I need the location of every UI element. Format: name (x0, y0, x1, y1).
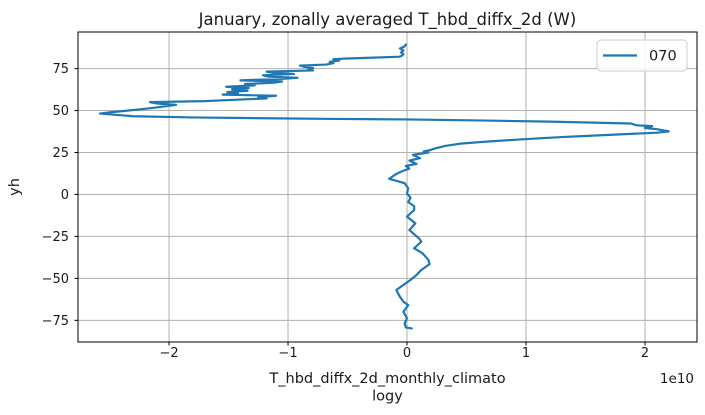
legend: 070 (596, 39, 688, 72)
y-tick-label-25: 25 (52, 146, 69, 161)
chart-title: January, zonally averaged T_hbd_diffx_2d… (198, 10, 577, 30)
y-tick-label-0: 0 (61, 188, 69, 203)
tick-labels: −2 −1 0 1 2 −75 −50 −25 0 25 50 75 (42, 62, 650, 361)
y-tick-label--50: −50 (42, 272, 69, 287)
gridlines (78, 32, 697, 342)
x-tick-label-2: 2 (641, 346, 649, 361)
y-axis-label: yh (7, 178, 23, 196)
x-axis-offset-text: 1e10 (660, 371, 694, 387)
legend-label: 070 (649, 49, 677, 65)
series-line-070 (98, 43, 670, 330)
x-tick-label-0: 0 (403, 346, 411, 361)
x-axis-label-line2: logy (372, 389, 403, 405)
x-tick-label--2: −2 (159, 346, 178, 361)
y-tick-label-75: 75 (52, 62, 69, 77)
x-axis-label-line1: T_hbd_diffx_2d_monthly_climato (268, 371, 505, 387)
x-tick-label--1: −1 (278, 346, 297, 361)
axes-spines (77, 31, 698, 343)
y-tick-label-50: 50 (52, 104, 69, 119)
x-tick-label-1: 1 (522, 346, 530, 361)
y-tick-label--25: −25 (42, 230, 69, 245)
tick-marks (74, 68, 646, 346)
y-tick-label--75: −75 (42, 314, 69, 329)
legend-box (596, 39, 688, 72)
